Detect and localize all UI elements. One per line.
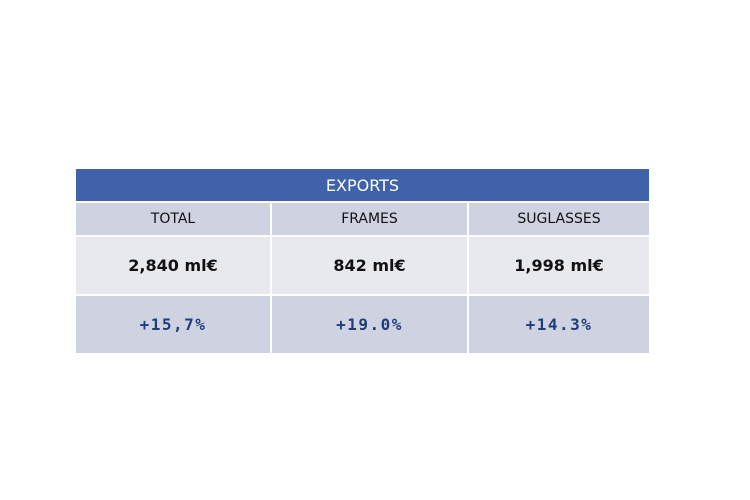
table-row: +15,7% +19.0% +14.3% — [76, 296, 649, 353]
table-row: 2,840 ml€ 842 ml€ 1,998 ml€ — [76, 237, 649, 294]
header-row: TOTAL FRAMES SUGLASSES — [76, 203, 649, 235]
table-cell: +14.3% — [469, 296, 649, 353]
header-cell: TOTAL — [76, 203, 270, 235]
table-cell: 2,840 ml€ — [76, 237, 270, 294]
table-cell: +15,7% — [76, 296, 270, 353]
table-cell: 842 ml€ — [272, 237, 467, 294]
table-cell: +19.0% — [272, 296, 467, 353]
exports-table: EXPORTS TOTAL FRAMES SUGLASSES 2,840 ml€ 842… — [76, 169, 649, 355]
table-cell: 1,998 ml€ — [469, 237, 649, 294]
header-cell: FRAMES — [272, 203, 467, 235]
table-title: EXPORTS — [76, 169, 649, 201]
header-cell: SUGLASSES — [469, 203, 649, 235]
